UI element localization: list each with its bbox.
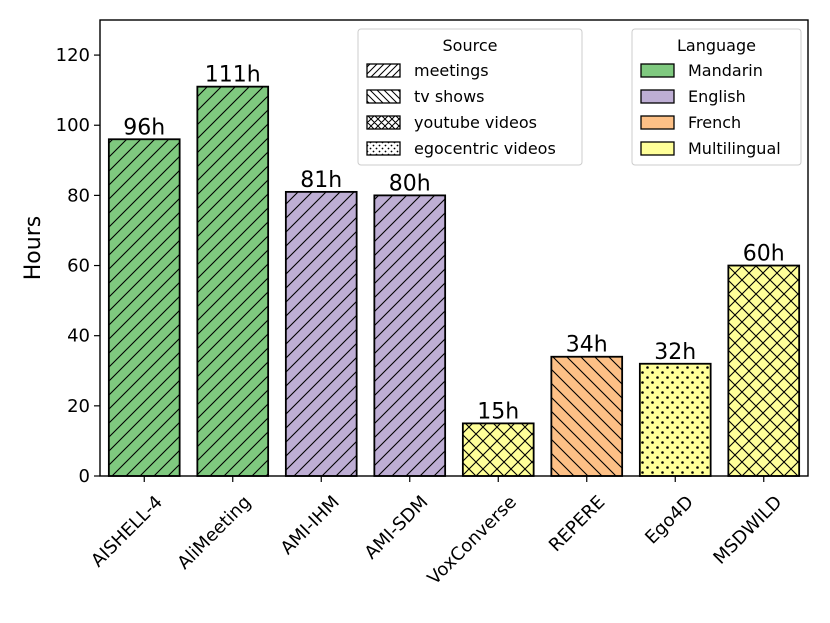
legend-label-tv-shows: tv shows [414, 87, 485, 106]
source-legend: Source meetings tv shows youtube videos egoc… [357, 28, 583, 166]
bar-value-label-aishell-4: 96h [123, 115, 165, 140]
bar-value-label-ego4d: 32h [654, 340, 696, 365]
legend-label-multilingual: Multilingual [688, 139, 781, 158]
legend-swatch-english [640, 89, 675, 104]
bar-value-label-ami-sdm: 80h [389, 171, 431, 196]
y-tick-label-120: 120 [56, 45, 90, 66]
x-tick-label-ami-sdm: AMI-SDM [361, 492, 433, 564]
legend-label-english: English [688, 87, 746, 106]
bar-pattern-msdwild [727, 264, 801, 477]
bar-pattern-alimeeting [196, 85, 270, 477]
x-tick-label-repere: REPERE [545, 492, 609, 556]
language-legend: Language Mandarin English French Multilingua… [631, 28, 802, 166]
x-axis: AISHELL-4 AliMeeting AMI-IHM AMI-SDMVoxConv… [87, 476, 786, 589]
y-tick-label-0: 0 [79, 466, 90, 487]
legend-swatch-egocentric-videos [366, 141, 401, 156]
y-tick-label-80: 80 [67, 185, 90, 206]
legend-label-french: French [688, 113, 741, 132]
bar-pattern-aishell-4 [107, 138, 181, 477]
legend-label-youtube-videos: youtube videos [414, 113, 537, 132]
legend-swatch-youtube-videos [366, 115, 401, 130]
x-tick-label-voxconverse: VoxConverse [424, 492, 521, 589]
bar-pattern-repere [550, 355, 624, 477]
bar-pattern-ami-ihm [284, 190, 358, 477]
bar-value-labels: 96h 111h 81h 80h 15h 34h 32h 60h [123, 63, 784, 425]
bar-value-label-ami-ihm: 81h [300, 168, 342, 193]
x-tick-label-msdwild: MSDWILD [709, 492, 786, 569]
legend-swatch-meetings [366, 63, 401, 78]
language-legend-box [631, 28, 802, 166]
bar-pattern-voxconverse [461, 422, 535, 477]
y-axis-title: Hours [21, 216, 46, 280]
legend-swatch-tv-shows [366, 89, 401, 104]
legend-label-mandarin: Mandarin [688, 61, 763, 80]
y-tick-label-40: 40 [67, 326, 90, 347]
legend-swatch-mandarin [640, 63, 675, 78]
legend-swatch-multilingual [640, 141, 675, 156]
y-tick-label-60: 60 [67, 256, 90, 277]
bar-value-label-msdwild: 60h [743, 242, 785, 267]
legend-label-meetings: meetings [414, 61, 489, 80]
bar-pattern-ego4d [638, 362, 712, 477]
bar-pattern-ami-sdm [373, 194, 447, 477]
x-tick-label-ami-ihm: AMI-IHM [277, 492, 344, 559]
y-tick-label-20: 20 [67, 396, 90, 417]
y-tick-label-100: 100 [56, 115, 90, 136]
x-tick-label-aishell-4: AISHELL-4 [87, 492, 167, 572]
x-tick-label-ego4d: Ego4D [641, 492, 698, 549]
bars [107, 85, 801, 477]
y-axis: 0 20 40 60 80 100 120 [56, 45, 100, 487]
source-legend-title: Source [443, 36, 498, 55]
language-legend-title: Language [677, 36, 756, 55]
x-tick-label-alimeeting: AliMeeting [173, 492, 255, 574]
bar-value-label-alimeeting: 111h [205, 63, 261, 88]
legend-swatch-french [640, 115, 675, 130]
legend-label-egocentric-videos: egocentric videos [414, 139, 556, 158]
bar-value-label-voxconverse: 15h [477, 399, 519, 424]
bar-value-label-repere: 34h [566, 333, 608, 358]
plot-frame [99, 19, 809, 477]
source-legend-box [357, 28, 583, 166]
